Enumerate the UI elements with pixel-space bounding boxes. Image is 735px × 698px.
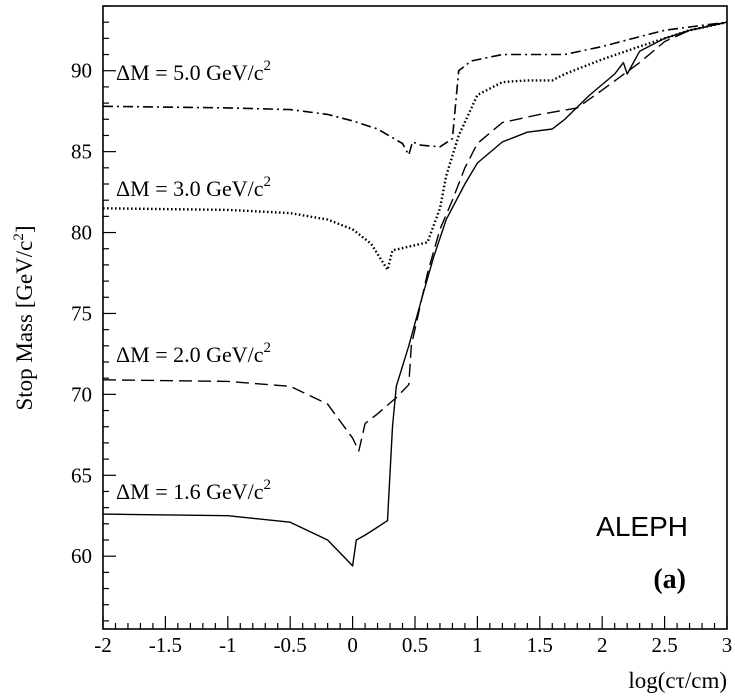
labels-layer: -2 -1.5 -1 -0.5 0 0.5 1 1.5 2 2.5 3 60 65 70 75 80 85 90 [71,59,732,657]
series-label-1-6: ΔM = 1.6 GeV/c2 [116,477,271,504]
x-tick-label: 3 [722,633,733,657]
x-axis-title: log(cτ/cm) [628,668,727,693]
x-tick-label: 0.5 [402,633,428,657]
series-label-3-0: ΔM = 3.0 GeV/c2 [116,174,271,201]
y-tick-label: 90 [71,59,92,83]
y-tick-label: 65 [71,463,92,487]
series-line-solid [102,21,728,567]
x-tick-label: 2.5 [651,633,677,657]
y-tick-label: 70 [71,382,92,406]
x-tick-label: -1.5 [149,633,182,657]
series-label-5-0: ΔM = 5.0 GeV/c2 [116,58,271,85]
aleph-label: ALEPH [596,511,688,542]
x-tick-label: 1.5 [527,633,553,657]
x-tick-label: 0 [347,633,358,657]
y-tick-label: 75 [71,301,92,325]
ticks-layer [102,5,728,629]
x-tick-label: 1 [472,633,483,657]
series-label-2-0: ΔM = 2.0 GeV/c2 [116,340,271,367]
y-tick-label: 85 [71,140,92,164]
x-tick-label: -0.5 [274,633,307,657]
series-line-dashed [102,21,728,452]
x-tick-label: -1 [219,633,237,657]
x-tick-label: -2 [94,633,112,657]
series-line-dashdot [102,21,728,156]
x-tick-label: 2 [597,633,608,657]
y-tick-label: 60 [71,544,92,568]
series-layer [102,21,728,567]
y-tick-label: 80 [71,221,92,245]
panel-label: (a) [653,564,686,595]
y-axis-title: Stop Mass [GeV/c2] [11,225,37,410]
